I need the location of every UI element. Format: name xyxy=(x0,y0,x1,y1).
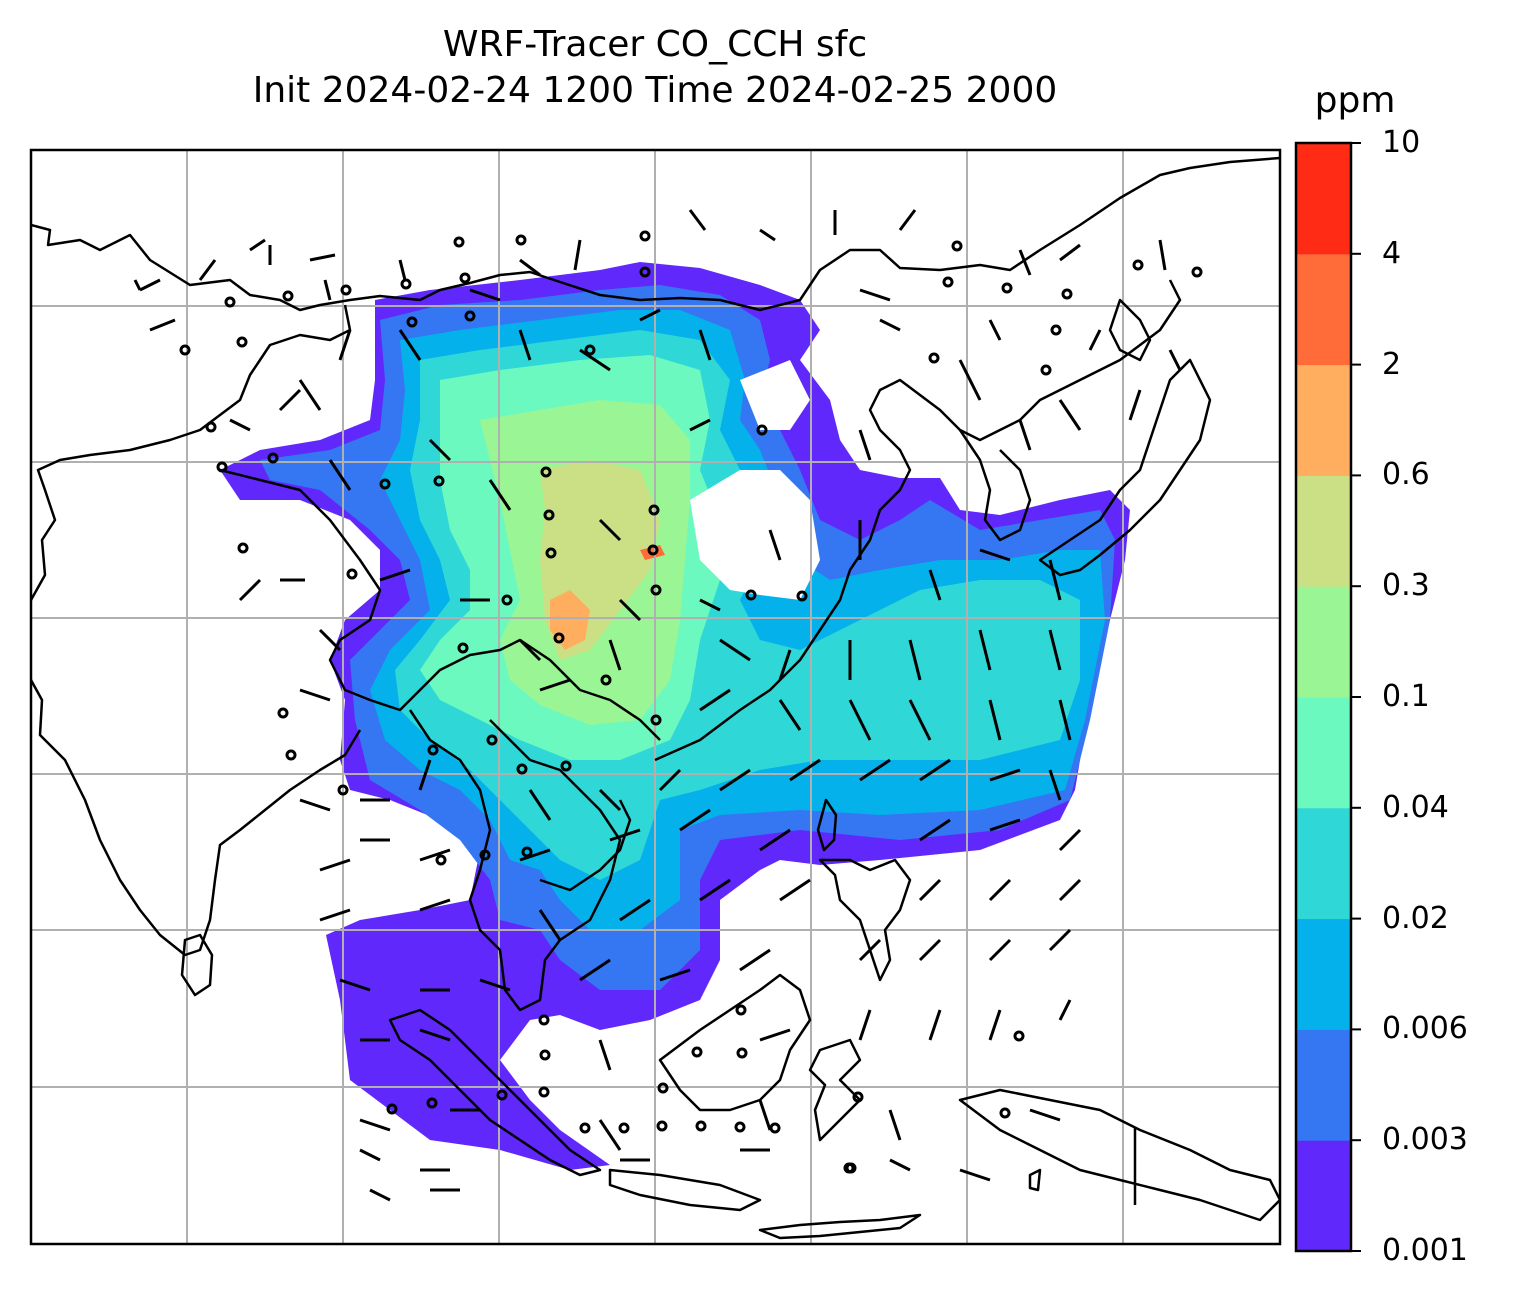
colorbar xyxy=(1296,142,1361,1252)
colorbar-tick-label: 10 xyxy=(1382,125,1421,160)
colorbar-tick-label: 0.006 xyxy=(1382,1011,1468,1047)
colorbar-unit-label: ppm xyxy=(1314,80,1396,121)
clear-region-2 xyxy=(740,360,810,430)
colorbar-tick-label: 0.1 xyxy=(1382,679,1430,714)
colorbar-tick-label: 0.001 xyxy=(1382,1233,1468,1268)
clear-region xyxy=(690,470,820,600)
map-gridlines xyxy=(31,150,1280,1244)
colorbar-tick-label: 4 xyxy=(1382,235,1402,271)
colorbar-segment xyxy=(1296,143,1351,255)
calm-wind-markers xyxy=(179,230,1203,1174)
colorbar-segment xyxy=(1296,1140,1351,1252)
chart-title: WRF-Tracer CO_CCH sfc Init 2024-02-24 12… xyxy=(30,22,1280,114)
colorbar-frame xyxy=(1294,141,1353,1253)
colorbar-tick-label: 2 xyxy=(1382,346,1402,382)
colorbar-segment xyxy=(1296,253,1351,366)
map-frame xyxy=(29,148,1282,1246)
wind-barbs xyxy=(133,209,1182,1202)
colorbar-segment xyxy=(1296,364,1351,476)
colorbar-segment xyxy=(1296,475,1351,587)
colorbar-tick-label: 0.003 xyxy=(1382,1122,1468,1158)
coastlines xyxy=(31,156,1280,1240)
colorbar-segment xyxy=(1296,918,1351,1030)
colorbar-segment xyxy=(1296,586,1351,698)
colorbar-segment xyxy=(1296,697,1351,809)
colorbar-tick-label: 0.6 xyxy=(1382,457,1430,493)
map-plot-area xyxy=(31,150,1280,1244)
colorbar-tick-label: 0.02 xyxy=(1382,900,1449,936)
colorbar-tick-label: 0.04 xyxy=(1382,789,1449,825)
title-line-1: WRF-Tracer CO_CCH sfc xyxy=(442,24,868,65)
colorbar-segment xyxy=(1296,1029,1351,1141)
title-line-2: Init 2024-02-24 1200 Time 2024-02-25 200… xyxy=(252,70,1058,111)
colorbar-segment xyxy=(1296,807,1351,920)
colorbar-tick-label: 0.3 xyxy=(1382,568,1430,604)
